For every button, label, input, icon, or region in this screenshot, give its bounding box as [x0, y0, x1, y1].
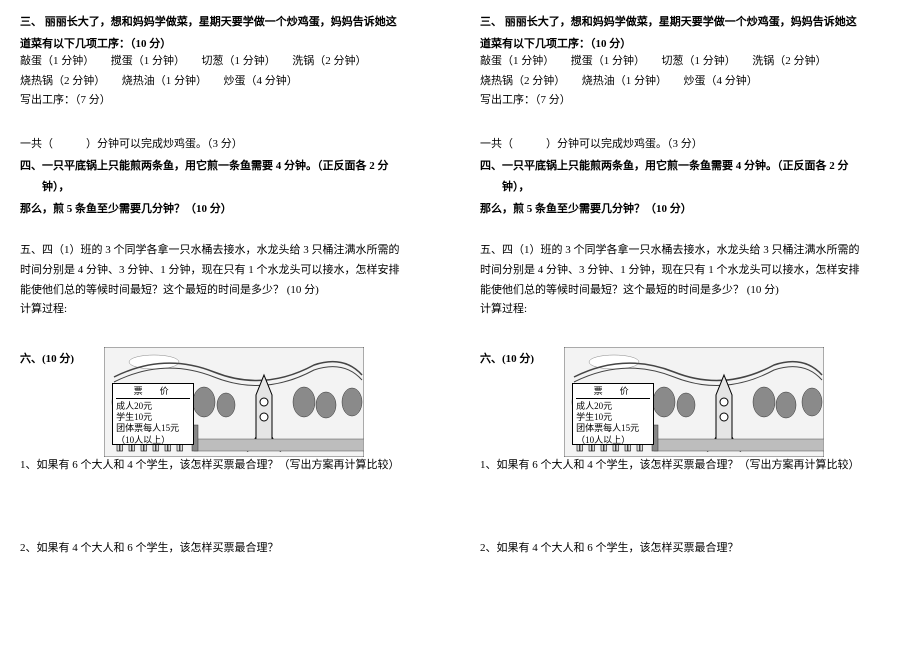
price-adult: 成人20元: [576, 401, 650, 412]
q4-line1: 四、一只平底锅上只能煎两条鱼，用它煎一条鱼需要 4 分钟。（正反面各 2 分: [480, 158, 900, 176]
q6-sub2: 2、如果有 4 个大人和 6 个学生，该怎样买票最合理？: [480, 540, 900, 558]
price-box: 票 价 成人20元 学生10元 团体票每人15元 （10人以上）: [112, 383, 194, 445]
park-illustration: 票 价 成人20元 学生10元 团体票每人15元 （10人以上）: [564, 347, 824, 457]
q4-line3: 那么，煎 5 条鱼至少需要几分钟？（10 分）: [480, 201, 900, 219]
spacer: [20, 516, 440, 540]
q3-title-line1: 三、 丽丽长大了，想和妈妈学做菜，星期天要学做一个炒鸡蛋，妈妈告诉她这: [20, 14, 440, 32]
price-box: 票 价 成人20元 学生10元 团体票每人15元 （10人以上）: [572, 383, 654, 445]
spacer: [480, 516, 900, 540]
price-group-note: （10人以上）: [116, 435, 190, 446]
page-left: 三、 丽丽长大了，想和妈妈学做菜，星期天要学做一个炒鸡蛋，妈妈告诉她这 道菜有以…: [0, 0, 460, 651]
q3-blank-line: 一共（ ）分钟可以完成炒鸡蛋。（3 分）: [20, 136, 440, 154]
q3-steps-row1: 敲蛋（1 分钟） 搅蛋（1 分钟） 切葱（1 分钟） 洗锅（2 分钟）: [20, 53, 440, 71]
price-adult: 成人20元: [116, 401, 190, 412]
q5-line3: 能使他们总的等候时间最短？这个最短的时间是多少？ (10 分): [480, 282, 900, 300]
price-group-note: （10人以上）: [576, 435, 650, 446]
park-illustration: 票 价 成人20元 学生10元 团体票每人15元 （10人以上）: [104, 347, 364, 457]
q5-line2: 时间分别是 4 分钟、3 分钟、1 分钟，现在只有 1 个水龙头可以接水，怎样安…: [480, 262, 900, 280]
price-title: 票 价: [576, 386, 650, 399]
q5-line4: 计算过程:: [20, 301, 440, 319]
q6-sub2: 2、如果有 4 个大人和 6 个学生，该怎样买票最合理？: [20, 540, 440, 558]
q3-title-line1: 三、 丽丽长大了，想和妈妈学做菜，星期天要学做一个炒鸡蛋，妈妈告诉她这: [480, 14, 900, 32]
price-student: 学生10元: [116, 412, 190, 423]
spacer: [20, 476, 440, 516]
q5-line4: 计算过程:: [480, 301, 900, 319]
q6-title: 六、(10 分): [480, 351, 534, 369]
q5-line1: 五、四（1）班的 3 个同学各拿一只水桶去接水，水龙头给 3 只桶注满水所需的: [20, 242, 440, 260]
q3-blank-line: 一共（ ）分钟可以完成炒鸡蛋。（3 分）: [480, 136, 900, 154]
q3-write-label: 写出工序：（7 分）: [480, 92, 900, 110]
spacer: [480, 218, 900, 242]
price-student: 学生10元: [576, 412, 650, 423]
q5-line2: 时间分别是 4 分钟、3 分钟、1 分钟，现在只有 1 个水龙头可以接水，怎样安…: [20, 262, 440, 280]
q5-line1: 五、四（1）班的 3 个同学各拿一只水桶去接水，水龙头给 3 只桶注满水所需的: [480, 242, 900, 260]
q6-sub1: 1、如果有 6 个大人和 4 个学生，该怎样买票最合理？（写出方案再计算比较）: [20, 457, 440, 475]
q3-write-label: 写出工序：（7 分）: [20, 92, 440, 110]
q5-line3: 能使他们总的等候时间最短？这个最短的时间是多少？ (10 分): [20, 282, 440, 300]
q3-title-line2: 道菜有以下几项工序：（10 分）: [480, 36, 900, 54]
q3-steps-row2: 烧热锅（2 分钟） 烧热油（1 分钟） 炒蛋（4 分钟）: [20, 73, 440, 91]
q4-line1: 四、一只平底锅上只能煎两条鱼，用它煎一条鱼需要 4 分钟。（正反面各 2 分: [20, 158, 440, 176]
q6-sub1: 1、如果有 6 个大人和 4 个学生，该怎样买票最合理？（写出方案再计算比较）: [480, 457, 900, 475]
q4-line2: 钟），: [480, 179, 900, 197]
spacer: [20, 321, 440, 345]
spacer: [20, 218, 440, 242]
q6-title: 六、(10 分): [20, 351, 74, 369]
q4-line2: 钟），: [20, 179, 440, 197]
price-group: 团体票每人15元: [576, 423, 650, 434]
q3-steps-row1: 敲蛋（1 分钟） 搅蛋（1 分钟） 切葱（1 分钟） 洗锅（2 分钟）: [480, 53, 900, 71]
q6-block: 六、(10 分): [20, 347, 440, 457]
q6-block: 六、(10 分): [480, 347, 900, 457]
q3-title-line2: 道菜有以下几项工序：（10 分）: [20, 36, 440, 54]
page-right: 三、 丽丽长大了，想和妈妈学做菜，星期天要学做一个炒鸡蛋，妈妈告诉她这 道菜有以…: [460, 0, 920, 651]
q4-line3: 那么，煎 5 条鱼至少需要几分钟？（10 分）: [20, 201, 440, 219]
price-group: 团体票每人15元: [116, 423, 190, 434]
spacer: [480, 112, 900, 136]
price-title: 票 价: [116, 386, 190, 399]
spacer: [480, 321, 900, 345]
q3-steps-row2: 烧热锅（2 分钟） 烧热油（1 分钟） 炒蛋（4 分钟）: [480, 73, 900, 91]
spacer: [20, 112, 440, 136]
spacer: [480, 476, 900, 516]
